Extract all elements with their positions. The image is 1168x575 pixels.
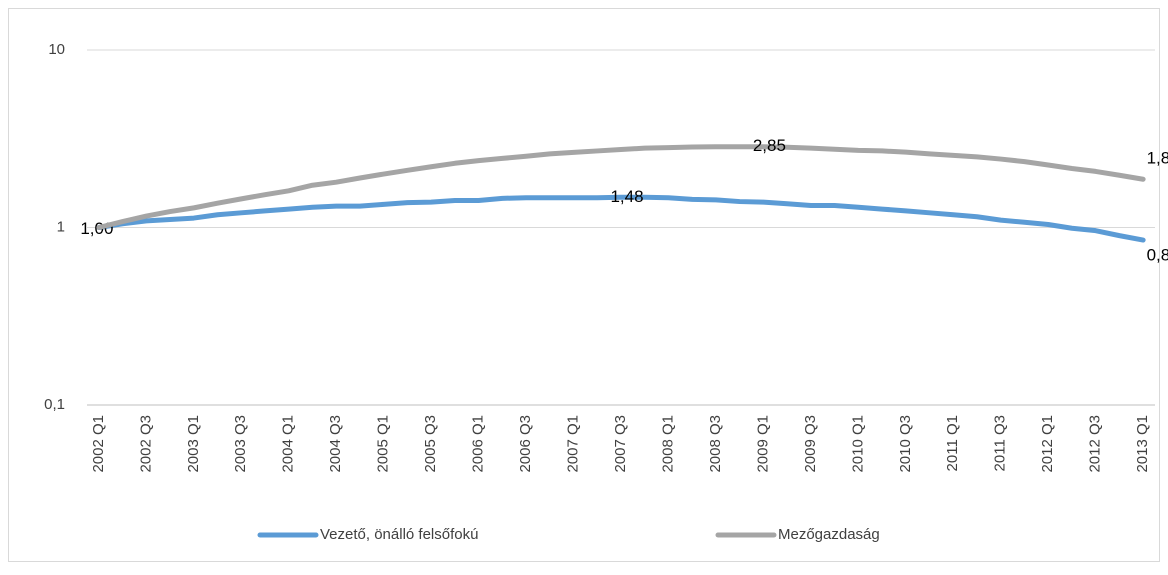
y-tick-label: 10 [48, 41, 65, 58]
x-tick-label: 2002 Q1 [90, 415, 107, 473]
x-tick-label: 2013 Q1 [1134, 415, 1151, 473]
x-tick-label: 2011 Q3 [992, 415, 1009, 471]
x-tick-label: 2009 Q1 [754, 415, 771, 473]
y-tick-label: 0,1 [44, 396, 65, 413]
x-tick-label: 2012 Q1 [1039, 415, 1056, 473]
x-tick-label: 2006 Q1 [470, 415, 487, 473]
x-tick-label: 2007 Q3 [612, 415, 629, 473]
x-tick-label: 2012 Q3 [1087, 415, 1104, 473]
line [96, 144, 1146, 230]
x-tick-label: 2002 Q3 [137, 415, 154, 473]
data-label: 0,85 [1147, 246, 1168, 265]
chart-border [8, 8, 1160, 562]
x-tick-label: 2003 Q1 [185, 415, 202, 473]
x-tick-label: 2005 Q3 [422, 415, 439, 473]
x-tick-label: 2003 Q3 [232, 415, 249, 473]
x-tick-label: 2008 Q3 [707, 415, 724, 473]
x-tick-label: 2010 Q1 [849, 415, 866, 473]
data-label: 1,48 [610, 187, 643, 206]
x-tick-label: 2010 Q3 [897, 415, 914, 473]
data-label: 2,85 [753, 136, 786, 155]
x-tick-label: 2004 Q1 [280, 415, 297, 473]
x-tick-label: 2011 Q1 [944, 415, 961, 471]
y-tick-label: 1 [57, 218, 65, 235]
line [96, 194, 1146, 243]
x-tick-label: 2007 Q1 [565, 415, 582, 473]
x-tick-label: 2004 Q3 [327, 415, 344, 473]
x-tick-label: 2009 Q3 [802, 415, 819, 473]
legend-label: Mezőgazdaság [778, 526, 880, 543]
data-label: 1,87 [1147, 149, 1168, 168]
x-tick-label: 2005 Q1 [375, 415, 392, 473]
x-tick-label: 2006 Q3 [517, 415, 534, 473]
x-tick-label: 2008 Q1 [659, 415, 676, 473]
legend-label: Vezető, önálló felsőfokú [320, 526, 478, 543]
